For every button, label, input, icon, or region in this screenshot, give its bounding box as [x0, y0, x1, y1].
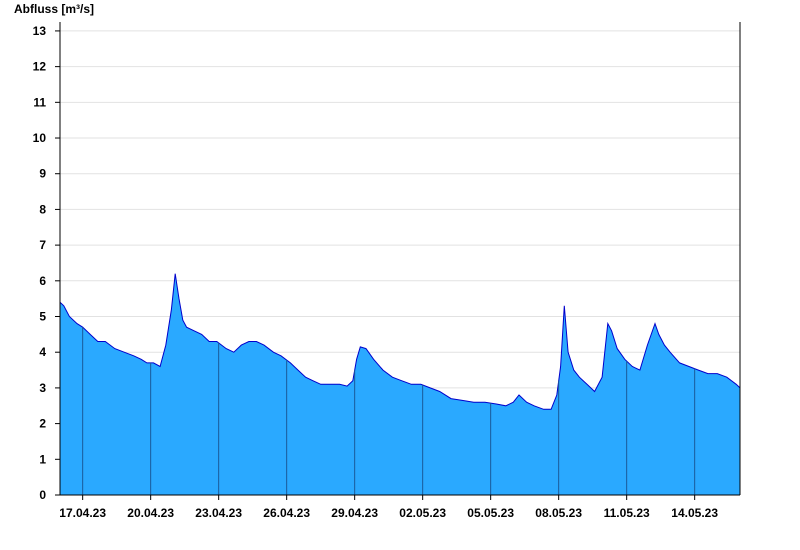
- series-area-layer: [59, 273, 741, 495]
- y-tick-label: 2: [39, 417, 46, 431]
- x-tick-label: 29.04.23: [331, 506, 378, 520]
- y-axis-title: Abfluss [m³/s]: [14, 2, 94, 16]
- x-tick-label: 17.04.23: [59, 506, 106, 520]
- x-tick-label: 14.05.23: [671, 506, 718, 520]
- x-tick-label: 20.04.23: [127, 506, 174, 520]
- y-tick-label: 1: [39, 452, 46, 466]
- y-tick-label: 12: [33, 60, 47, 74]
- day-marker-layer: [82, 327, 696, 495]
- x-axis-ticks: 17.04.23 20.04.23 23.04.23 26.04.23 29.04.23…: [59, 495, 718, 520]
- x-tick-label: 08.05.23: [535, 506, 582, 520]
- y-tick-label: 0: [39, 488, 46, 502]
- y-tick-label: 7: [39, 238, 46, 252]
- y-tick-label: 6: [39, 274, 46, 288]
- y-tick-label: 11: [33, 95, 46, 109]
- y-tick-label: 8: [39, 202, 46, 216]
- x-tick-label: 23.04.23: [195, 506, 242, 520]
- y-tick-label: 10: [33, 131, 47, 145]
- y-tick-label: 3: [39, 381, 46, 395]
- series-line: [59, 273, 741, 410]
- x-tick-label: 05.05.23: [467, 506, 514, 520]
- x-tick-label: 11.05.23: [604, 506, 650, 520]
- series-area: [60, 273, 740, 495]
- x-tick-label: 02.05.23: [399, 506, 446, 520]
- x-tick-label: 26.04.23: [263, 506, 310, 520]
- y-tick-label: 4: [39, 345, 46, 359]
- y-tick-label: 9: [39, 167, 46, 181]
- y-tick-label: 13: [33, 24, 47, 38]
- y-tick-label: 5: [39, 310, 46, 324]
